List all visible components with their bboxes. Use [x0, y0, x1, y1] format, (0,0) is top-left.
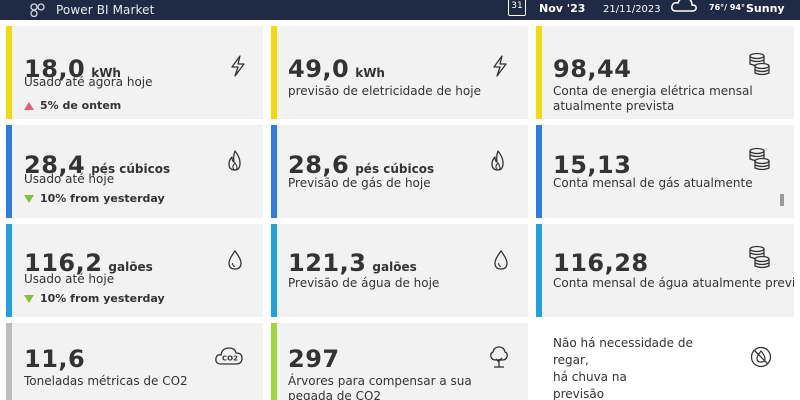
card-electricity-usage[interactable]: 18,0 kWh Usado até agora hoje 5% de ontem	[6, 26, 263, 119]
card-water-usage[interactable]: 116,2 galões Usado até hoje 10% from yest…	[6, 224, 263, 317]
value-number: 18,0	[24, 55, 86, 83]
coin-stack-icon	[749, 52, 770, 76]
kpi-value: 49,0 kWh	[288, 55, 385, 83]
lightning-icon	[493, 55, 507, 77]
co2-cloud-icon: CO2	[215, 347, 243, 365]
kpi-value: 297	[288, 345, 340, 373]
value-unit: kWh	[355, 66, 385, 80]
value-unit: galões	[108, 260, 153, 274]
kpi-value: 28,6 pés cúbicos	[288, 151, 434, 179]
kpi-value: 98,44	[553, 55, 632, 83]
kpi-value: 15,13	[553, 151, 632, 179]
trend-text: 10% from yesterday	[40, 192, 165, 205]
value-number: 28,6	[288, 151, 350, 179]
water-drop-icon	[228, 249, 242, 270]
cloud-icon	[671, 0, 697, 12]
irrigation-line4: previsão	[553, 387, 605, 400]
card-electricity-bill[interactable]: 98,44 Conta de energia elétrica mensal a…	[536, 26, 794, 119]
card-accent-bar	[271, 125, 277, 218]
trend-up-icon	[24, 101, 34, 110]
kpi-label: Conta mensal de gás atualmente	[553, 176, 753, 190]
kpi-label: Usado até hoje	[24, 272, 115, 286]
calendar-day: 31	[511, 1, 523, 11]
card-accent-bar	[536, 125, 542, 218]
irrigation-line1: Não há necessidade de	[553, 336, 693, 350]
card-gas-forecast[interactable]: 28,6 pés cúbicos Previsão de gás de hoje	[271, 125, 528, 218]
kpi-label: Previsão de água de hoje	[288, 276, 440, 290]
kpi-value: 11,6	[24, 345, 86, 373]
kpi-label: previsão de eletricidade de hoje	[288, 84, 481, 98]
weather-condition: Sunny	[746, 2, 785, 15]
kpi-label-line2: pegada de CO2	[288, 389, 382, 400]
scrollbar-thumb[interactable]	[780, 194, 784, 206]
value-unit: pés cúbicos	[355, 162, 435, 176]
month-label: Nov '23	[539, 2, 586, 15]
lightning-icon	[231, 55, 245, 77]
value-unit: pés cúbicos	[91, 162, 171, 176]
no-watering-icon	[750, 346, 772, 368]
card-accent-bar	[6, 125, 12, 218]
kpi-label: Toneladas métricas de CO2	[24, 374, 188, 388]
kpi-grid: 18,0 kWh Usado até agora hoje 5% de ontem…	[0, 20, 800, 400]
kpi-value: 18,0 kWh	[24, 55, 121, 83]
coin-stack-icon	[749, 147, 770, 171]
kpi-value: 121,3 galões	[288, 249, 417, 277]
brand: Power BI Market	[30, 0, 154, 20]
kpi-value: 116,28	[553, 249, 649, 277]
power-bi-logo-icon	[30, 3, 45, 17]
kpi-label: Previsão de gás de hoje	[288, 176, 431, 190]
card-electricity-forecast[interactable]: 49,0 kWh previsão de eletricidade de hoje	[271, 26, 528, 119]
card-accent-bar	[6, 26, 12, 119]
kpi-label: Usado até agora hoje	[24, 75, 153, 89]
kpi-label-line2: atualmente prevista	[553, 99, 675, 113]
top-bar: Power BI Market 31 Nov '23 21/11/2023 76…	[0, 0, 800, 20]
trend-text: 10% from yesterday	[40, 292, 165, 305]
temperature-range: 76°/ 94°	[709, 3, 745, 12]
card-accent-bar	[536, 26, 542, 119]
card-co2[interactable]: 11,6 Toneladas métricas de CO2 CO2	[6, 323, 263, 400]
trend-indicator: 10% from yesterday	[24, 192, 165, 205]
card-accent-bar	[6, 224, 12, 317]
card-gas-bill[interactable]: 15,13 Conta mensal de gás atualmente	[536, 125, 794, 218]
irrigation-line3: há chuva na	[553, 370, 627, 384]
card-water-forecast[interactable]: 121,3 galões Previsão de água de hoje	[271, 224, 528, 317]
tree-icon	[490, 346, 508, 368]
app-name: Power BI Market	[56, 3, 155, 17]
water-drop-icon	[494, 249, 508, 270]
card-accent-bar	[271, 323, 277, 400]
card-gas-usage[interactable]: 28,4 pés cúbicos Usado até hoje 10% from …	[6, 125, 263, 218]
coin-stack-icon	[749, 245, 770, 269]
card-trees[interactable]: 297 Árvores para compensar a sua pegada …	[271, 323, 528, 400]
trend-down-icon	[24, 194, 34, 203]
card-accent-bar	[271, 26, 277, 119]
kpi-label: Usado até hoje	[24, 172, 115, 186]
trend-down-icon	[24, 294, 34, 303]
trend-indicator: 10% from yesterday	[24, 292, 165, 305]
card-accent-bar	[536, 224, 542, 317]
kpi-label-line1: Conta de energia elétrica mensal	[553, 84, 753, 98]
card-accent-bar	[6, 323, 12, 400]
value-number: 121,3	[288, 249, 367, 277]
flame-icon	[491, 150, 504, 171]
co2-icon-text: CO2	[222, 355, 238, 363]
trend-text: 5% de ontem	[40, 99, 122, 112]
value-unit: galões	[372, 260, 417, 274]
card-irrigation[interactable]: Não há necessidade de regar, há chuva na…	[536, 323, 794, 400]
card-accent-bar	[271, 224, 277, 317]
kpi-label: Conta mensal de água atualmente prevista	[553, 276, 794, 290]
card-water-bill[interactable]: 116,28 Conta mensal de água atualmente p…	[536, 224, 794, 317]
value-unit: kWh	[91, 66, 121, 80]
calendar-icon: 31	[508, 0, 526, 16]
value-number: 49,0	[288, 55, 350, 83]
kpi-label-line1: Árvores para compensar a sua	[288, 374, 472, 388]
kpi-value: 116,2 galões	[24, 249, 153, 277]
value-number: 116,2	[24, 249, 103, 277]
date-label: 21/11/2023	[603, 4, 661, 15]
kpi-value: 28,4 pés cúbicos	[24, 151, 170, 179]
trend-indicator: 5% de ontem	[24, 99, 121, 112]
value-number: 28,4	[24, 151, 86, 179]
irrigation-line2: regar,	[553, 353, 589, 367]
flame-icon	[228, 150, 241, 171]
